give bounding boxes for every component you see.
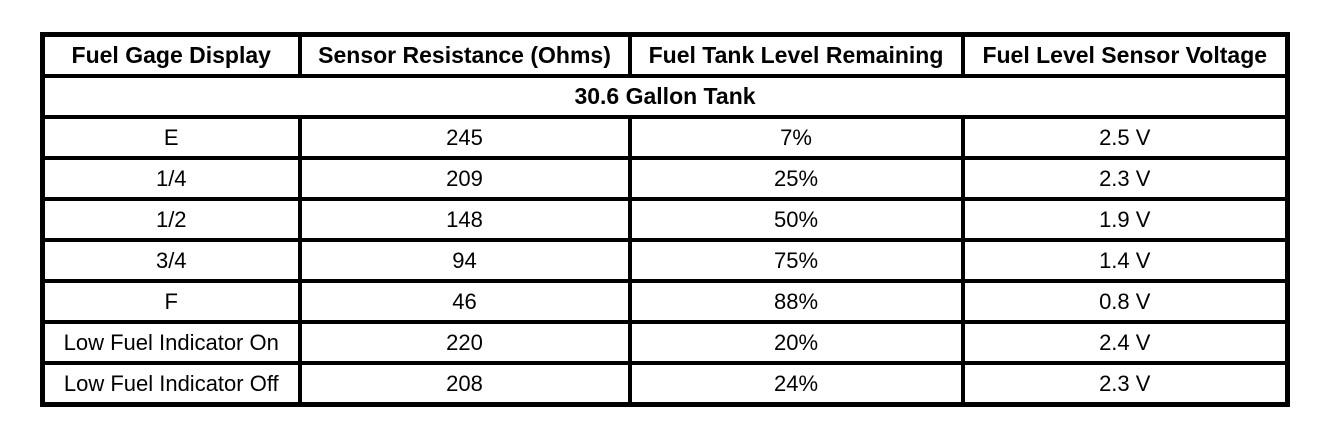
- table-cell-resistance: 94: [297, 238, 632, 283]
- table-row: Low Fuel Indicator Off 208 24% 2.3 V: [40, 361, 1290, 407]
- table-cell-sensor-voltage: 0.8 V: [960, 279, 1290, 324]
- table-cell-resistance: 208: [297, 361, 632, 407]
- fuel-level-table-container: Fuel Gage Display Sensor Resistance (Ohm…: [40, 32, 1290, 407]
- table-row: E 245 7% 2.5 V: [40, 115, 1290, 160]
- header-row: Fuel Gage Display Sensor Resistance (Ohm…: [40, 32, 1290, 78]
- table-cell-level-remaining: 24%: [627, 361, 965, 407]
- column-header-fuel-level-sensor-voltage: Fuel Level Sensor Voltage: [960, 32, 1290, 78]
- tank-size-row: 30.6 Gallon Tank: [40, 74, 1290, 119]
- table-cell-level-remaining: 88%: [627, 279, 965, 324]
- table-row: 1/4 209 25% 2.3 V: [40, 156, 1290, 201]
- table-cell-level-remaining: 25%: [627, 156, 965, 201]
- table-row: 3/4 94 75% 1.4 V: [40, 238, 1290, 283]
- table-cell-level-remaining: 20%: [627, 320, 965, 365]
- table-cell-gage-display: E: [40, 115, 302, 160]
- table-cell-gage-display: 3/4: [40, 238, 302, 283]
- table-cell-level-remaining: 50%: [627, 197, 965, 242]
- table-cell-sensor-voltage: 1.9 V: [960, 197, 1290, 242]
- table-cell-resistance: 148: [297, 197, 632, 242]
- table-cell-resistance: 46: [297, 279, 632, 324]
- table-cell-gage-display: 1/2: [40, 197, 302, 242]
- table-cell-sensor-voltage: 1.4 V: [960, 238, 1290, 283]
- table-cell-sensor-voltage: 2.5 V: [960, 115, 1290, 160]
- table-row: Low Fuel Indicator On 220 20% 2.4 V: [40, 320, 1290, 365]
- table-cell-resistance: 245: [297, 115, 632, 160]
- column-header-fuel-gage-display: Fuel Gage Display: [40, 32, 302, 78]
- table-cell-resistance: 220: [297, 320, 632, 365]
- table-row: 1/2 148 50% 1.9 V: [40, 197, 1290, 242]
- table-cell-resistance: 209: [297, 156, 632, 201]
- table-cell-sensor-voltage: 2.3 V: [960, 156, 1290, 201]
- table-cell-gage-display: F: [40, 279, 302, 324]
- column-header-sensor-resistance: Sensor Resistance (Ohms): [297, 32, 632, 78]
- table-row: F 46 88% 0.8 V: [40, 279, 1290, 324]
- table-cell-gage-display: 1/4: [40, 156, 302, 201]
- tank-size-label: 30.6 Gallon Tank: [40, 74, 1290, 119]
- table-cell-gage-display: Low Fuel Indicator On: [40, 320, 302, 365]
- table-cell-level-remaining: 75%: [627, 238, 965, 283]
- table-cell-sensor-voltage: 2.3 V: [960, 361, 1290, 407]
- fuel-level-table: Fuel Gage Display Sensor Resistance (Ohm…: [40, 32, 1290, 407]
- table-cell-gage-display: Low Fuel Indicator Off: [40, 361, 302, 407]
- column-header-fuel-tank-level-remaining: Fuel Tank Level Remaining: [627, 32, 965, 78]
- table-cell-sensor-voltage: 2.4 V: [960, 320, 1290, 365]
- table-cell-level-remaining: 7%: [627, 115, 965, 160]
